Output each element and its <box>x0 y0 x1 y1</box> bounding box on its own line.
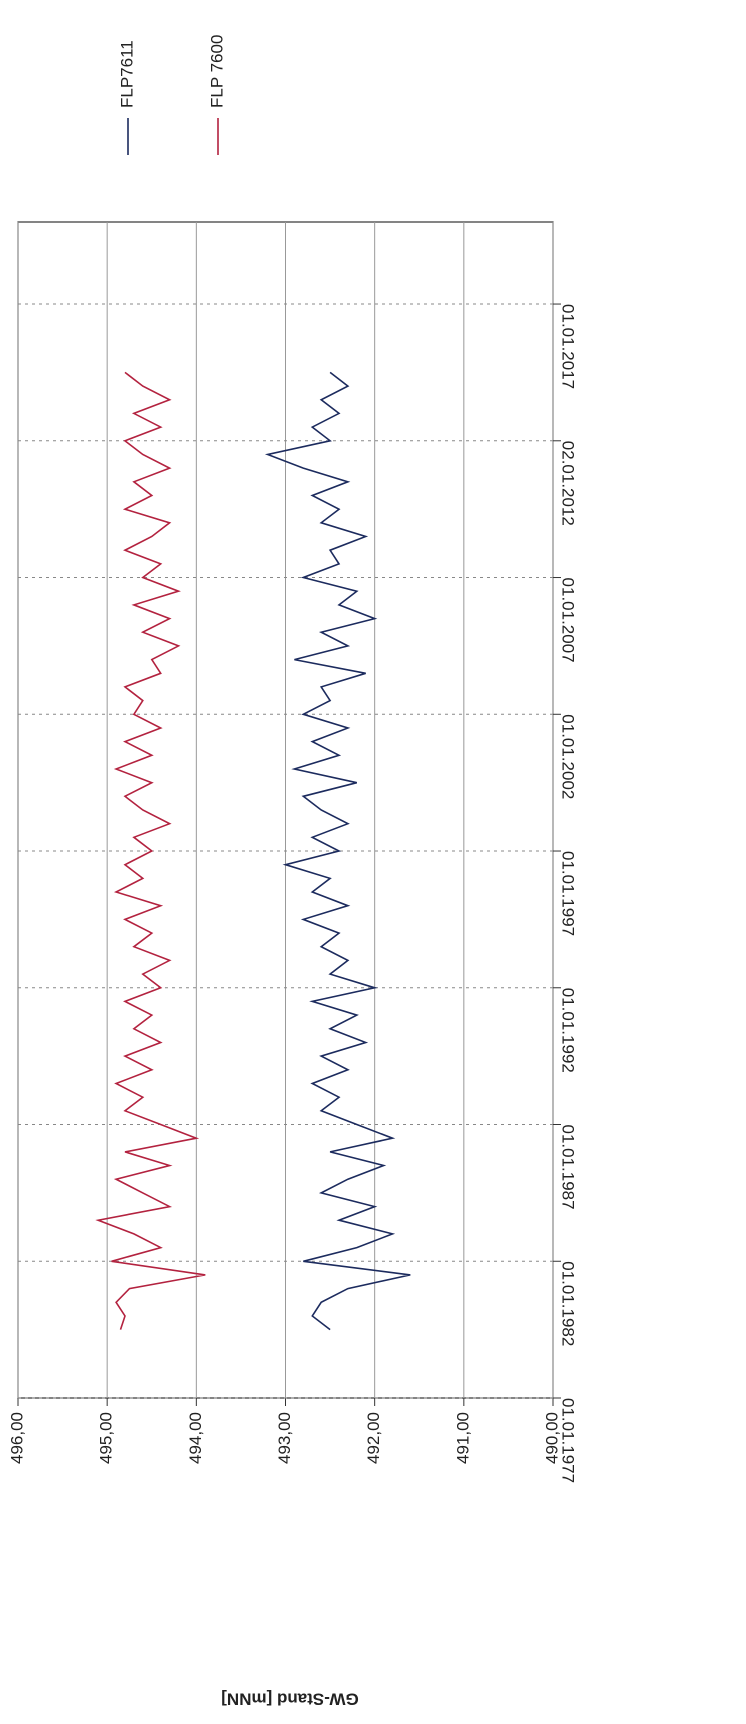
y-tick-label: 493,00 <box>275 1412 294 1464</box>
x-tick-label: 01.01.1977 <box>559 1398 578 1483</box>
y-tick-label: 492,00 <box>364 1412 383 1464</box>
x-tick-label: 01.01.2017 <box>559 304 578 389</box>
y-tick-label: 495,00 <box>97 1412 116 1464</box>
x-tick-label: 01.01.1997 <box>559 851 578 936</box>
series-line <box>264 371 411 1331</box>
x-tick-label: 01.01.1987 <box>559 1125 578 1210</box>
y-tick-label: 490,00 <box>542 1412 561 1464</box>
x-tick-label: 01.01.1992 <box>559 988 578 1073</box>
y-tick-label: 491,00 <box>453 1412 472 1464</box>
legend-label: FLP7611 <box>117 40 136 108</box>
x-tick-label: 01.01.2002 <box>559 714 578 799</box>
axis-title: GW-Stand [mNN] <box>221 1690 359 1709</box>
x-tick-label: 01.01.1982 <box>559 1261 578 1346</box>
y-tick-label: 496,00 <box>7 1412 26 1464</box>
legend-label: FLP 7600 <box>207 35 226 108</box>
x-tick-label: 02.01.2012 <box>559 441 578 526</box>
y-tick-label: 494,00 <box>186 1412 205 1464</box>
x-tick-label: 01.01.2007 <box>559 578 578 663</box>
series-line <box>95 371 206 1330</box>
